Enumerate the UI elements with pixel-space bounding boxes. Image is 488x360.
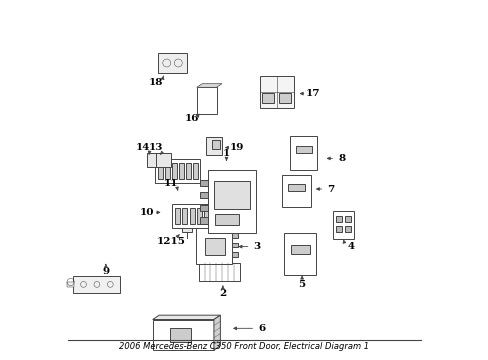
Bar <box>290 245 309 254</box>
Bar <box>213 181 250 210</box>
Bar <box>282 175 310 207</box>
Bar <box>287 184 305 191</box>
Text: 10: 10 <box>140 208 154 217</box>
Polygon shape <box>213 315 220 350</box>
Bar <box>172 163 177 179</box>
Polygon shape <box>196 84 222 87</box>
Text: 9: 9 <box>102 267 109 276</box>
Bar <box>182 218 192 232</box>
Bar <box>207 170 256 233</box>
Bar <box>211 208 217 224</box>
Bar <box>197 208 202 224</box>
Bar <box>295 146 311 153</box>
Text: 6: 6 <box>258 324 265 333</box>
Bar <box>200 205 207 211</box>
Bar <box>335 226 342 232</box>
Text: 1215: 1215 <box>156 237 185 246</box>
Bar <box>290 136 317 170</box>
Bar <box>200 192 207 198</box>
Text: 3: 3 <box>253 242 260 251</box>
Text: 2006 Mercedes-Benz C350 Front Door, Electrical Diagram 1: 2006 Mercedes-Benz C350 Front Door, Elec… <box>119 342 369 351</box>
Bar <box>204 208 209 224</box>
Bar <box>231 252 237 257</box>
Bar <box>174 208 180 224</box>
Bar <box>158 53 186 73</box>
Bar <box>212 139 220 148</box>
Text: 19: 19 <box>229 143 244 152</box>
Bar <box>259 76 293 108</box>
Bar <box>204 238 224 255</box>
Text: 16: 16 <box>184 114 199 123</box>
Bar <box>198 263 240 281</box>
Bar <box>185 163 190 179</box>
Text: 11: 11 <box>163 179 178 188</box>
Text: 18: 18 <box>149 78 163 87</box>
Text: 14: 14 <box>136 143 150 152</box>
Bar <box>196 87 216 114</box>
Bar <box>196 226 231 264</box>
Text: 13: 13 <box>149 143 163 152</box>
Text: 7: 7 <box>326 184 334 194</box>
Bar <box>214 213 239 225</box>
Bar <box>179 163 183 179</box>
Bar <box>231 243 237 247</box>
Polygon shape <box>152 320 213 350</box>
Bar <box>284 233 316 274</box>
Bar <box>155 159 200 183</box>
Bar <box>165 163 170 179</box>
Polygon shape <box>152 315 220 320</box>
Bar <box>344 216 350 222</box>
Text: 17: 17 <box>305 89 320 98</box>
Bar <box>200 217 207 224</box>
Bar <box>182 208 187 224</box>
Bar <box>279 93 291 103</box>
Text: 4: 4 <box>346 242 353 251</box>
Bar <box>189 208 194 224</box>
Bar <box>205 137 222 155</box>
Bar <box>344 226 350 232</box>
Bar <box>192 163 197 179</box>
Bar <box>171 204 220 228</box>
Bar <box>67 282 74 287</box>
Bar <box>169 328 190 342</box>
Bar <box>147 153 162 167</box>
Bar <box>262 93 274 103</box>
Bar <box>332 211 354 239</box>
Bar <box>73 276 120 292</box>
Text: 1: 1 <box>223 149 230 158</box>
Bar <box>335 216 342 222</box>
Text: 2: 2 <box>219 289 226 298</box>
Text: 8: 8 <box>337 154 345 163</box>
Bar <box>231 233 237 238</box>
Text: 5: 5 <box>298 280 305 289</box>
Bar <box>156 153 170 167</box>
Bar <box>200 180 207 186</box>
Bar <box>158 163 163 179</box>
